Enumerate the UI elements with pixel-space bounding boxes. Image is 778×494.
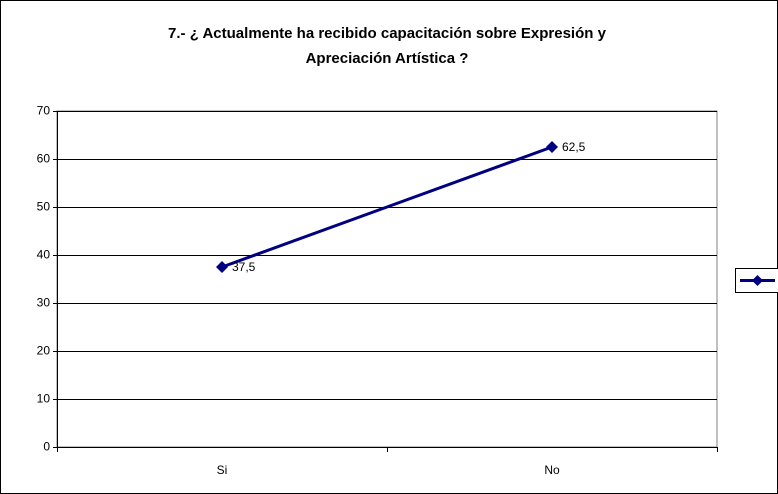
legend-marker	[752, 275, 763, 286]
y-tick-label: 50	[37, 200, 51, 214]
y-tick-label: 10	[37, 392, 51, 406]
x-tick-label: Si	[217, 463, 228, 477]
marker	[546, 141, 558, 153]
y-tick-label: 70	[37, 104, 51, 118]
data-label: 62,5	[562, 140, 586, 154]
series-line	[221, 145, 553, 269]
chart-title: 7.- ¿ Actualmente ha recibido capacitaci…	[168, 25, 607, 42]
y-tick-label: 40	[37, 248, 51, 262]
y-tick-label: 30	[37, 296, 51, 310]
data-label: 37,5	[232, 260, 256, 274]
y-tick-label: 20	[37, 344, 51, 358]
y-tick-label: 60	[37, 152, 51, 166]
chart-title: Apreciación Artística ?	[306, 50, 469, 67]
legend	[735, 268, 778, 293]
y-tick-label: 0	[43, 440, 50, 454]
x-tick-label: No	[544, 463, 560, 477]
marker	[216, 261, 228, 273]
plot-area	[56, 110, 718, 448]
